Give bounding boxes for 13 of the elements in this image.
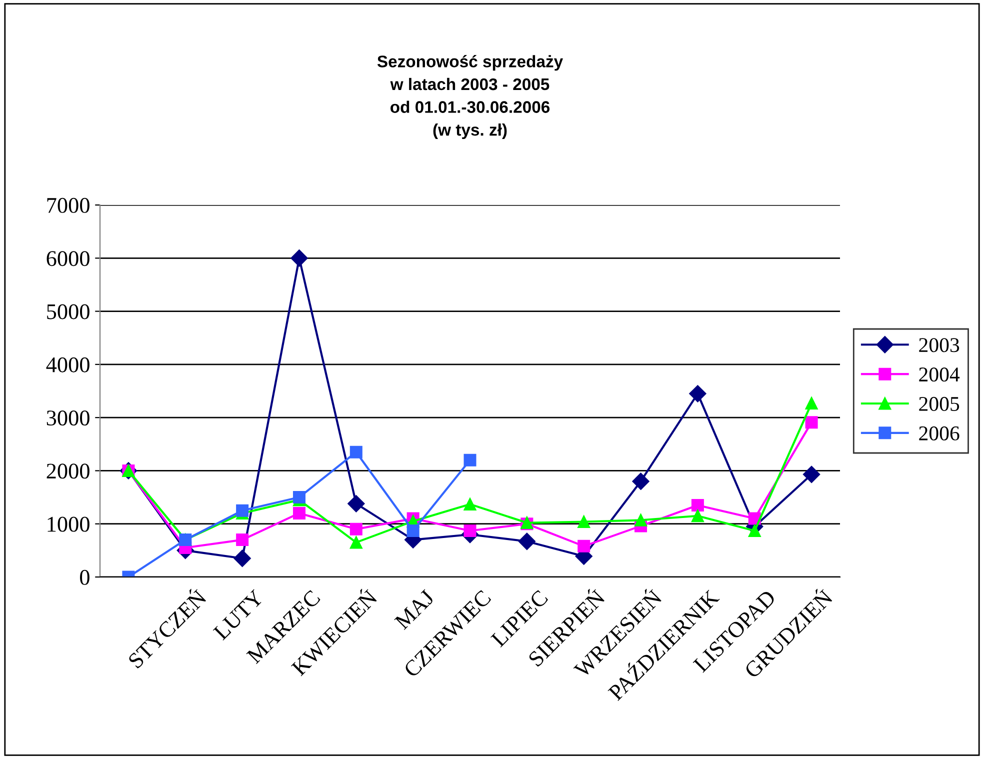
y-tick-label: 5000 <box>47 304 90 320</box>
legend-label: 2003 <box>919 338 960 352</box>
chart-title: Sezonowość sprzedaży w latach 2003 - 2005 od 01.01.-30.06.2006 (w tys. zł) <box>377 55 563 140</box>
y-tick-label: 7000 <box>47 198 90 213</box>
legend-label: 2005 <box>919 396 960 411</box>
y-tick-label: 6000 <box>46 251 90 266</box>
y-tick-label: 1000 <box>48 516 90 532</box>
legend-label: 2006 <box>919 426 960 440</box>
y-tick-label: 2000 <box>46 464 90 479</box>
y-tick-label: 0 <box>80 570 90 585</box>
y-tick-label: 4000 <box>46 357 90 372</box>
y-tick-label: 3000 <box>46 410 90 426</box>
legend-label: 2004 <box>919 368 960 382</box>
